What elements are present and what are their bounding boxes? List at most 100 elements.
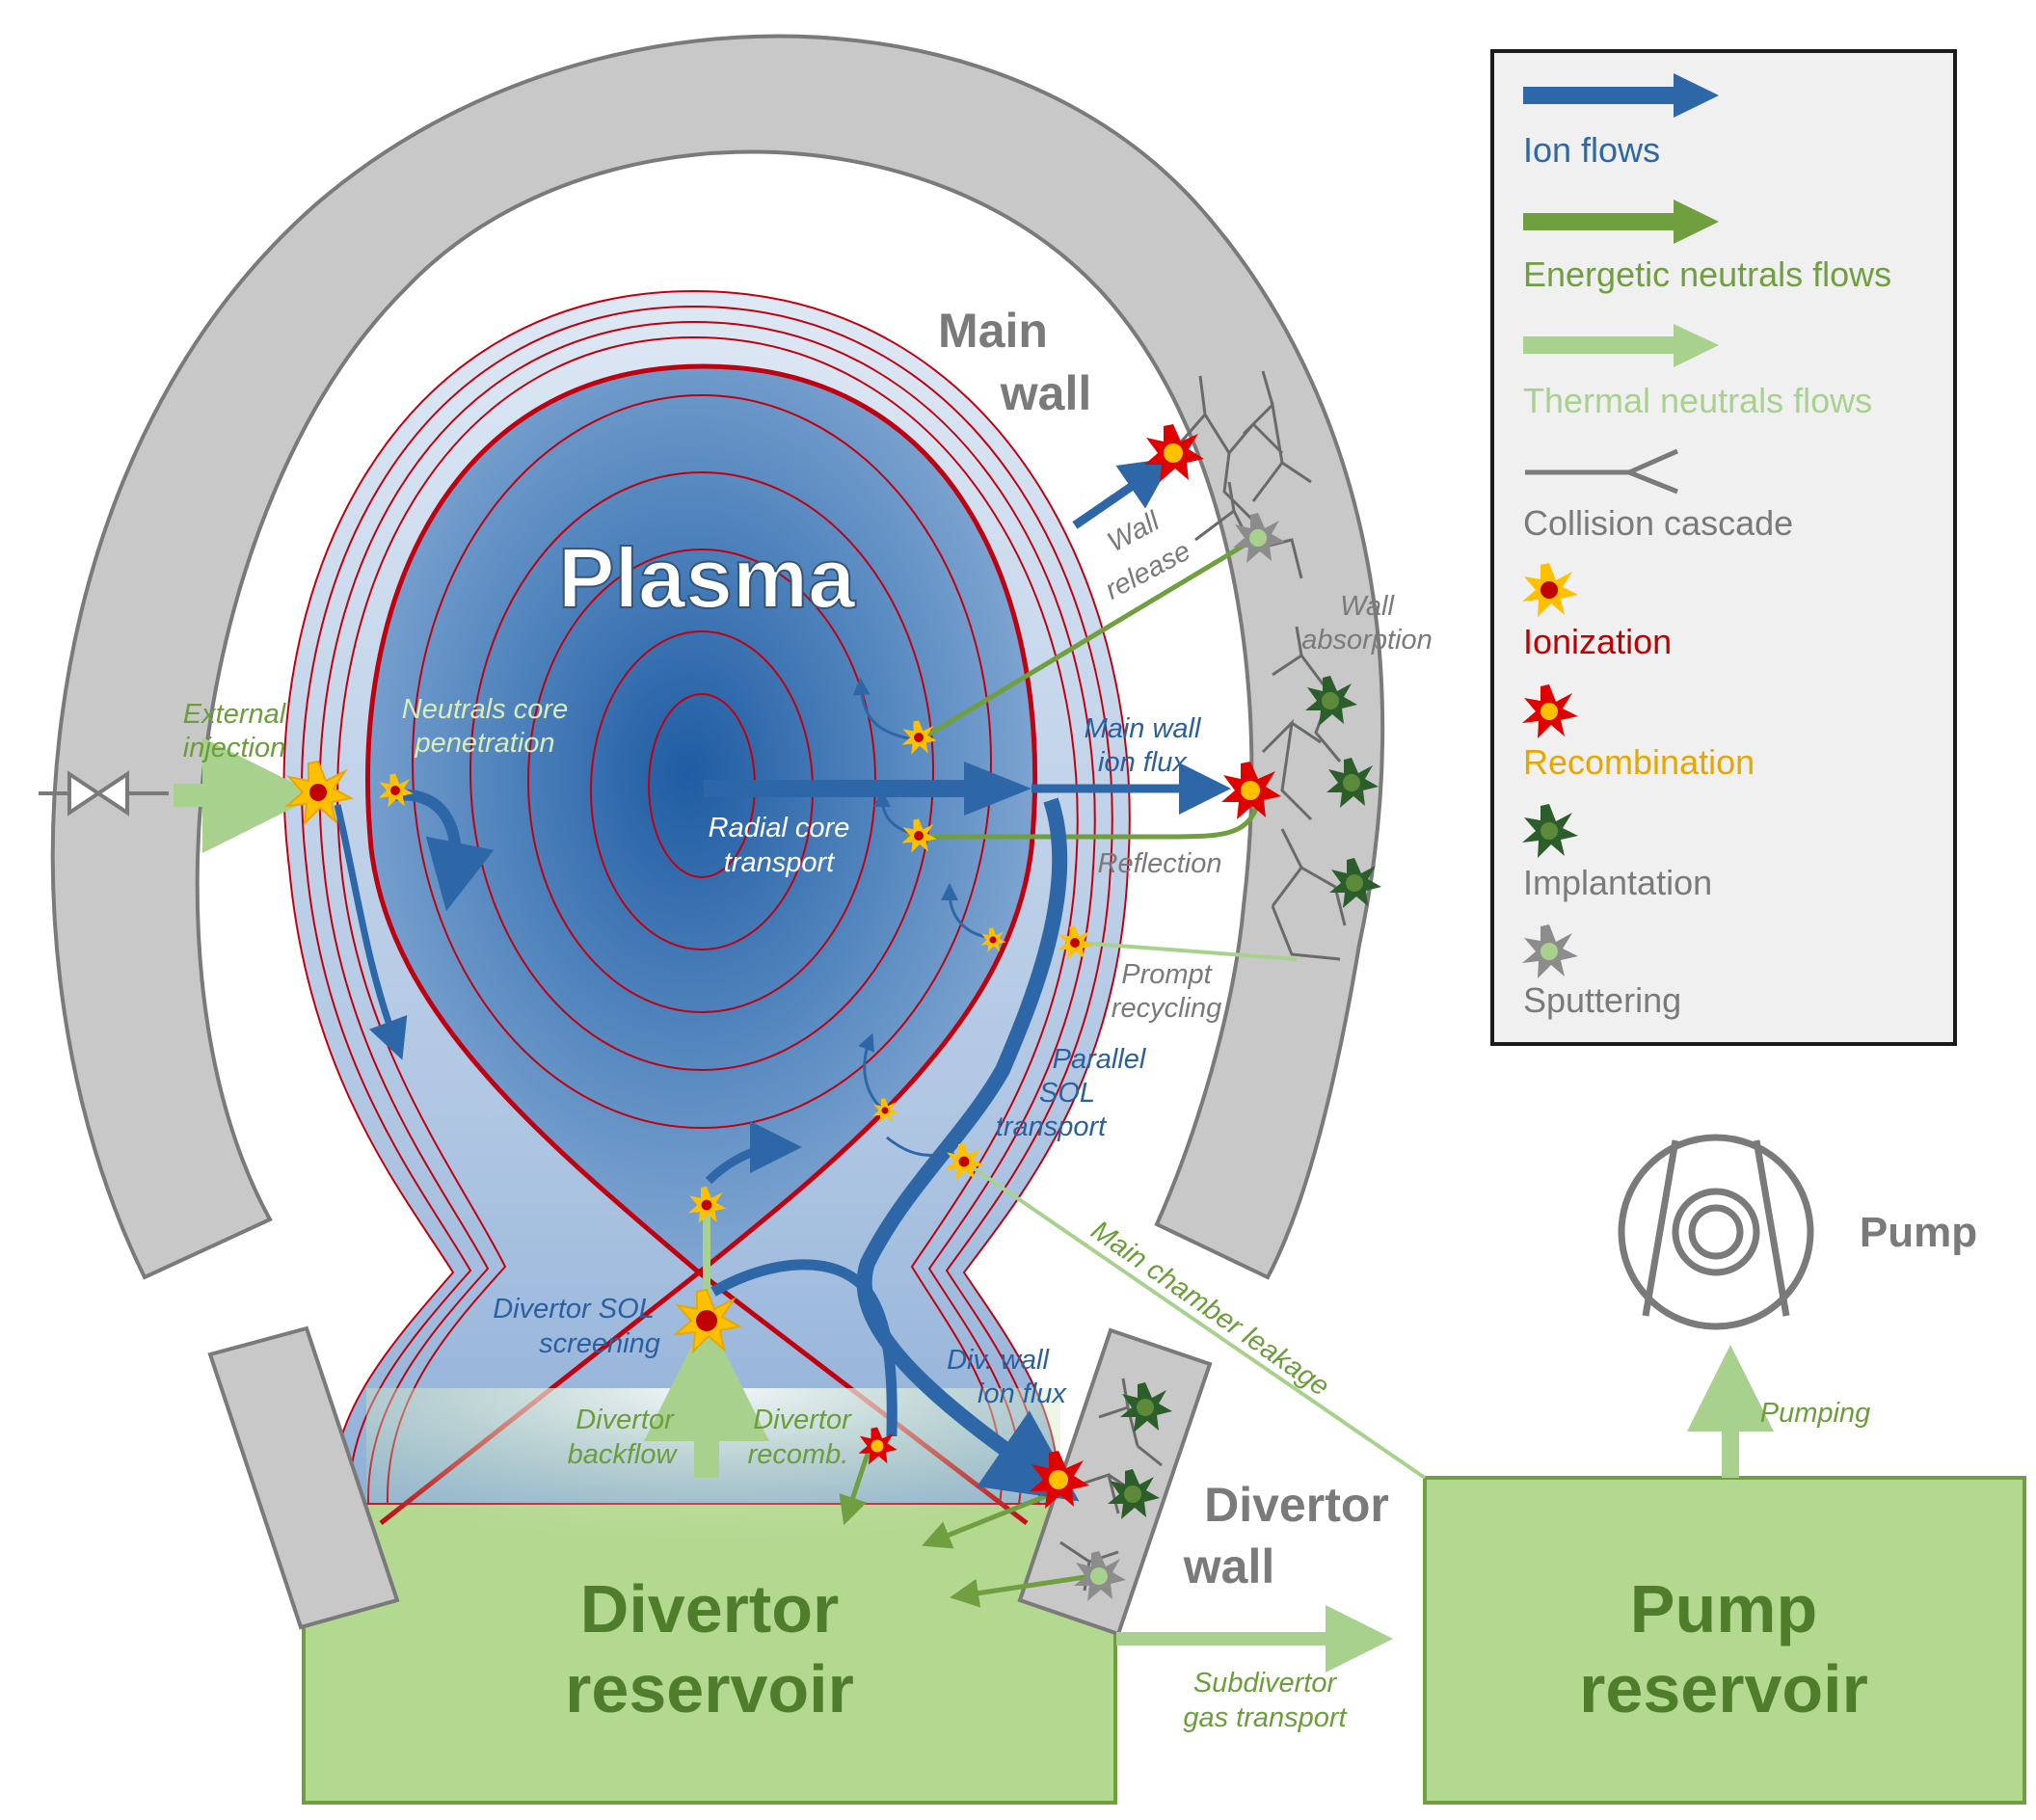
pump-reservoir-box [1423, 1476, 2026, 1805]
divertor-wall-label: Divertor wall [1183, 1478, 1389, 1593]
ionization-burst-icon [687, 1186, 727, 1224]
legend: Ion flows Energetic neutrals flows Therm… [1490, 49, 1957, 1046]
implantation-burst-icon [1120, 1382, 1172, 1432]
svg-text:screening: screening [539, 1328, 660, 1359]
ionization-burst-icon [672, 1288, 742, 1354]
implantation-burst-icon [1305, 676, 1357, 726]
svg-text:Neutrals core: Neutrals core [402, 694, 568, 725]
green-arrow-icon [1523, 200, 1719, 244]
implantation-burst-icon [1108, 1469, 1160, 1519]
svg-text:Wall: Wall [1340, 591, 1395, 622]
legend-item-ionization: Ionization [1522, 563, 1672, 661]
prompt-recycling-label: Prompt recycling [1112, 959, 1221, 1024]
svg-text:ion flux: ion flux [1098, 747, 1188, 778]
svg-text:Subdivertor: Subdivertor [1193, 1668, 1338, 1699]
svg-text:SOL: SOL [1039, 1078, 1095, 1109]
svg-text:Div. wall: Div. wall [947, 1345, 1050, 1376]
pump-icon [1618, 1134, 1814, 1330]
pump-reservoir-label: Pump reservoir [1579, 1571, 1868, 1726]
parallel-sol-transport-label: Parallel SOL transport [996, 1044, 1147, 1142]
blue-arrow-icon [1523, 73, 1719, 118]
legend-item-collision-cascade: Collision cascade [1523, 448, 1793, 543]
divertor-reservoir-label: Divertor reservoir [565, 1571, 854, 1726]
plasma-label: Plasma [558, 530, 856, 626]
pumping-label: Pumping [1760, 1398, 1870, 1429]
ion-flows [334, 457, 1231, 1502]
sputtering-burst-icon [1522, 924, 1578, 978]
svg-text:Pump: Pump [1630, 1571, 1817, 1646]
svg-text:absorption: absorption [1301, 625, 1432, 656]
main-wall-ion-flux-label: Main wall ion flux [1085, 713, 1202, 778]
left-divertor-tile [207, 1325, 400, 1630]
ionization-burst-icon [980, 927, 1006, 952]
ionization-burst-icon [283, 760, 354, 826]
wall-absorption-label: Wall absorption [1301, 591, 1432, 656]
legend-label: Implantation [1523, 863, 1712, 902]
legend-item-energetic-neutrals: Energetic neutrals flows [1523, 200, 1891, 294]
svg-text:backflow: backflow [568, 1439, 679, 1470]
collision-cascade-icon [1525, 448, 1679, 495]
recombination-burst-icon [1522, 684, 1578, 738]
svg-text:reservoir: reservoir [565, 1651, 854, 1726]
svg-text:Divertor: Divertor [576, 1405, 675, 1435]
recombination-burst-icon [1221, 762, 1281, 819]
svg-text:Divertor: Divertor [1204, 1478, 1389, 1532]
wall-release-label: Wall release [1100, 505, 1195, 605]
main-wall [50, 34, 1385, 1280]
svg-text:Prompt: Prompt [1121, 959, 1213, 990]
svg-text:Main wall: Main wall [1085, 713, 1202, 744]
svg-text:injection: injection [183, 733, 285, 763]
divertor-recomb-label: Divertor recomb. [748, 1405, 852, 1470]
svg-text:ion flux: ion flux [978, 1378, 1067, 1409]
recombination-burst-icon [1030, 1451, 1089, 1509]
pump-label: Pump [1860, 1209, 1977, 1256]
neutrals-core-penetration-label: Neutrals core penetration [402, 694, 568, 759]
svg-text:Divertor SOL: Divertor SOL [493, 1294, 655, 1325]
svg-text:wall: wall [1183, 1539, 1274, 1593]
legend-item-implantation: Implantation [1522, 804, 1712, 902]
legend-item-ion-flows: Ion flows [1523, 73, 1719, 170]
implantation-burst-icon [1326, 758, 1379, 808]
svg-text:Divertor: Divertor [753, 1405, 852, 1435]
ionization-burst-icon [1522, 563, 1578, 617]
light-green-arrow-icon [1523, 324, 1719, 367]
svg-text:penetration: penetration [414, 728, 554, 759]
div-wall-ion-flux-label: Div. wall ion flux [947, 1345, 1067, 1409]
legend-label: Sputtering [1523, 980, 1681, 1020]
ionization-burst-icon [1058, 925, 1093, 960]
implantation-burst-icon [1329, 858, 1381, 908]
svg-text:wall: wall [1000, 366, 1091, 420]
svg-text:reservoir: reservoir [1579, 1651, 1868, 1726]
legend-label: Recombination [1523, 742, 1755, 782]
ionization-burst-icon [378, 773, 414, 808]
legend-item-recombination: Recombination [1522, 684, 1755, 782]
divertor-backflow-label: Divertor backflow [568, 1405, 679, 1470]
radial-core-transport-label: Radial core transport [709, 813, 850, 878]
sputtering-burst-icon [1074, 1551, 1126, 1601]
ionization-burst-icon [901, 818, 937, 853]
svg-text:transport: transport [724, 847, 836, 878]
ionization-burst-icon [872, 1098, 898, 1123]
svg-text:recycling: recycling [1112, 993, 1221, 1024]
svg-text:External: External [183, 699, 287, 730]
implantation-burst-icon [1522, 804, 1578, 858]
svg-text:transport: transport [996, 1111, 1108, 1142]
divertor-sol-screening-label: Divertor SOL screening [493, 1294, 660, 1359]
svg-text:Divertor: Divertor [580, 1571, 839, 1646]
reflection-label: Reflection [1098, 848, 1222, 879]
svg-text:recomb.: recomb. [748, 1439, 849, 1470]
legend-label: Ion flows [1523, 130, 1660, 170]
legend-label: Energetic neutrals flows [1523, 254, 1891, 294]
recombination-burst-icon [1144, 424, 1204, 482]
reaction-bursts [283, 424, 1381, 1601]
svg-text:Main: Main [938, 304, 1048, 358]
svg-text:Parallel: Parallel [1053, 1044, 1147, 1075]
svg-text:gas transport: gas transport [1183, 1702, 1348, 1733]
recombination-burst-icon [858, 1427, 897, 1465]
legend-label: Collision cascade [1523, 503, 1793, 543]
main-wall-label: Main wall [938, 304, 1091, 420]
external-injection-label: External injection [183, 699, 287, 763]
legend-item-thermal-neutrals: Thermal neutrals flows [1523, 324, 1872, 420]
ionization-burst-icon [901, 720, 937, 755]
